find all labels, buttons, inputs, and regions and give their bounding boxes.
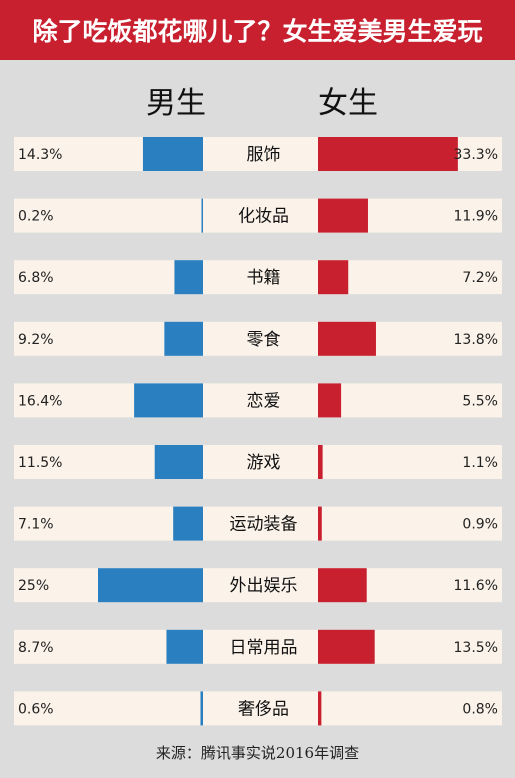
female-value-label: 11.6% [454,578,498,594]
row-background [14,321,502,356]
female-value-label: 1.1% [462,455,498,471]
female-value-label: 11.9% [454,209,498,225]
category-label: 书籍 [247,268,281,288]
legend-male-heading: 男生 [146,86,206,121]
male-bar [164,321,203,356]
chart-row: 0.2% 11.9% 化妆品 [14,198,502,233]
male-bar [166,629,203,664]
category-label: 恋爱 [247,390,281,411]
category-label: 日常用品 [230,638,298,658]
female-bar [318,445,323,479]
chart-row: 9.2% 13.8% 零食 [14,321,502,356]
female-value-label: 13.8% [454,332,498,348]
male-bar [200,691,203,726]
category-label: 奢侈品 [238,699,289,719]
female-bar [318,137,458,171]
chart-row: 6.8% 7.2% 书籍 [14,260,502,295]
chart-row: 16.4% 5.5% 恋爱 [14,383,502,418]
row-background [14,383,502,418]
male-value-label: 6.8% [18,270,54,286]
row-background [14,629,502,664]
female-bar [318,691,322,726]
female-bar [318,321,376,356]
female-bar [318,568,367,603]
chart-row: 7.1% 0.9% 运动装备 [14,506,502,541]
chart-row: 14.3% 33.3% 服饰 [14,137,502,171]
male-bar [201,198,203,233]
male-bar [98,568,203,603]
source-note: 来源：腾讯事实说2016年调查 [155,744,360,762]
male-value-label: 16.4% [18,393,62,409]
chart-row: 25% 11.6% 外出娱乐 [14,568,502,603]
row-background [14,445,502,479]
chart-row: 0.6% 0.8% 奢侈品 [14,691,502,726]
category-label: 化妆品 [238,207,289,227]
female-value-label: 33.3% [454,147,498,163]
male-value-label: 25% [18,578,49,594]
category-label: 零食 [247,330,281,350]
female-bar [318,506,322,541]
row-background [14,568,502,603]
female-value-label: 5.5% [462,393,498,409]
legend-female-heading: 女生 [318,86,378,121]
row-background [14,260,502,295]
female-value-label: 7.2% [462,270,498,286]
male-value-label: 11.5% [18,455,62,471]
male-bar [134,383,203,418]
male-value-label: 7.1% [18,517,54,533]
female-bar [318,383,342,418]
category-label: 外出娱乐 [230,576,298,596]
male-value-label: 0.2% [18,209,54,225]
female-bar [318,629,375,664]
male-bar [142,137,203,171]
male-value-label: 8.7% [18,640,54,656]
female-bar [318,198,368,233]
category-label: 游戏 [247,453,281,473]
chart-row: 8.7% 13.5% 日常用品 [14,629,502,664]
female-value-label: 0.9% [462,517,498,533]
female-bar [318,260,349,295]
male-value-label: 14.3% [18,147,62,163]
category-label: 服饰 [247,145,281,165]
category-label: 运动装备 [230,515,298,535]
male-bar [173,506,203,541]
male-bar [154,445,203,479]
row-background [14,506,502,541]
male-value-label: 0.6% [18,701,54,717]
female-value-label: 0.8% [462,701,498,717]
male-bar [174,260,203,295]
row-background [14,691,502,726]
chart-row: 11.5% 1.1% 游戏 [14,445,502,479]
male-value-label: 9.2% [18,332,54,348]
row-background [14,198,502,233]
page-title: 除了吃饭都花哪儿了？女生爱美男生爱玩 [0,0,515,60]
female-value-label: 13.5% [454,640,498,656]
